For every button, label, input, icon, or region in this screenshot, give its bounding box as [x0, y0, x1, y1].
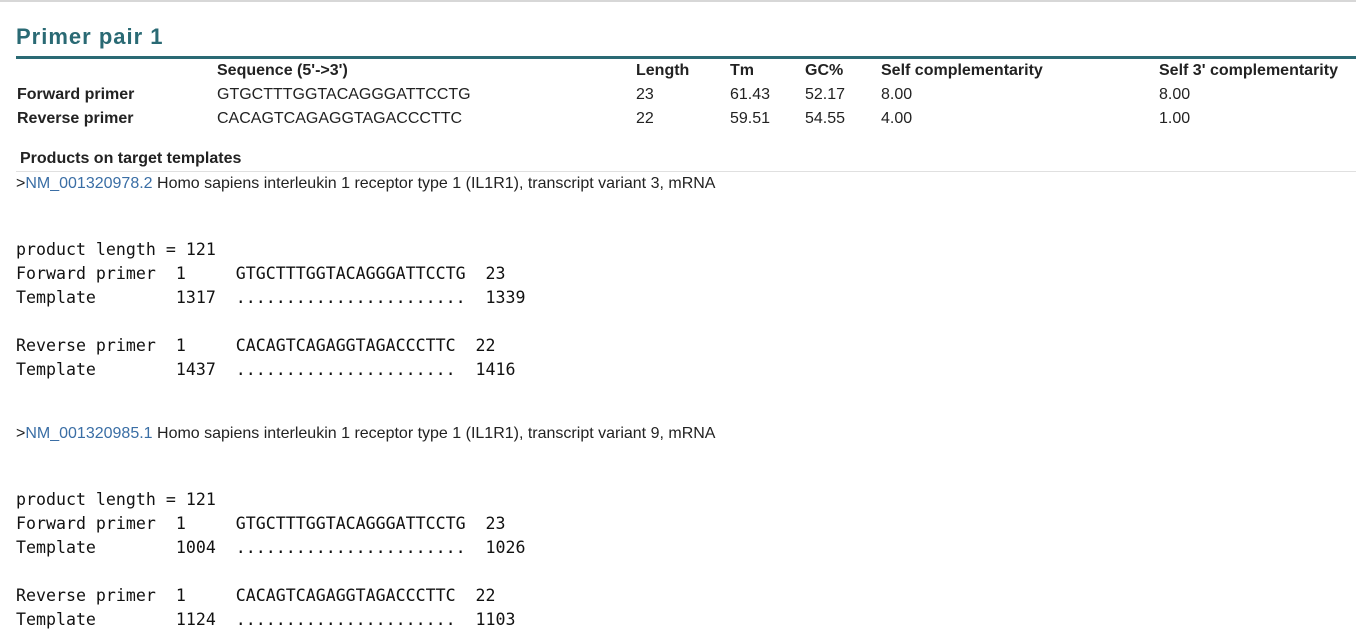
target-description: Homo sapiens interleukin 1 receptor type… [152, 175, 716, 192]
forward-self3-comp: 8.00 [1159, 86, 1191, 103]
target-description: Homo sapiens interleukin 1 receptor type… [152, 425, 716, 442]
row-label-forward: Forward primer [17, 86, 135, 103]
reverse-length: 22 [636, 110, 654, 127]
target-prefix: > [16, 175, 26, 192]
reverse-self3-comp: 1.00 [1159, 110, 1191, 127]
col-header-self-comp: Self complementarity [881, 62, 1043, 79]
col-header-tm: Tm [730, 62, 754, 79]
accession-link[interactable]: NM_001320985.1 [25, 425, 153, 442]
forward-tm: 61.43 [730, 86, 771, 103]
page-title: Primer pair 1 [16, 24, 164, 49]
row-label-reverse: Reverse primer [17, 110, 134, 127]
col-header-length: Length [636, 62, 690, 79]
forward-gc: 52.17 [805, 86, 846, 103]
title-underline [16, 56, 1356, 59]
alignment-block: product length = 121 Forward primer 1 GT… [16, 490, 526, 629]
reverse-self-comp: 4.00 [881, 110, 913, 127]
top-divider [0, 0, 1356, 2]
alignment-block: product length = 121 Forward primer 1 GT… [16, 240, 526, 379]
col-header-self3-comp: Self 3' complementarity [1159, 62, 1338, 79]
forward-length: 23 [636, 86, 654, 103]
target-prefix: > [16, 425, 26, 442]
col-header-gc: GC% [805, 62, 844, 79]
reverse-sequence: CACAGTCAGAGGTAGACCCTTC [217, 110, 463, 127]
forward-self-comp: 8.00 [881, 86, 913, 103]
col-header-sequence: Sequence (5'->3') [217, 62, 348, 79]
reverse-gc: 54.55 [805, 110, 846, 127]
forward-sequence: GTGCTTTGGTACAGGGATTCCTG [217, 86, 471, 103]
accession-link[interactable]: NM_001320978.2 [25, 175, 153, 192]
reverse-tm: 59.51 [730, 110, 771, 127]
products-divider [16, 171, 1356, 172]
target-header: >NM_001320985.1 Homo sapiens interleukin… [16, 425, 715, 443]
target-header: >NM_001320978.2 Homo sapiens interleukin… [16, 175, 715, 193]
products-header: Products on target templates [20, 150, 242, 167]
